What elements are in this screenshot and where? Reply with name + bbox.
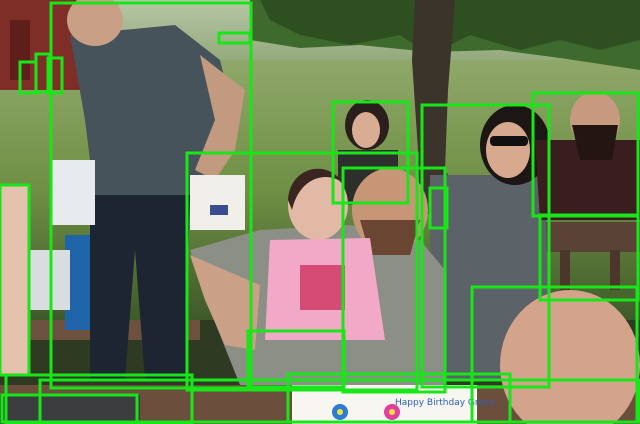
sunglasses	[490, 136, 528, 146]
woman-sunglasses-face	[486, 122, 530, 178]
bbox-distant-person	[46, 56, 64, 95]
bbox-table	[38, 378, 640, 424]
bbox-distant-person	[34, 52, 52, 94]
cake-flower-center	[389, 409, 395, 415]
bbox-picnic-table	[538, 213, 640, 302]
bbox-hand	[246, 329, 346, 389]
man-standing-arm	[195, 55, 245, 180]
picnic-table-top	[540, 222, 640, 252]
bbox-distant-car	[217, 31, 252, 45]
water-jug	[50, 160, 95, 225]
bbox-woman-sunglasses	[420, 103, 551, 389]
left-person-arm	[0, 185, 28, 375]
bbox-plaid-man	[185, 151, 419, 392]
plaid-man-beard	[360, 220, 420, 255]
cake-print-on-dress	[300, 265, 345, 310]
picnic-table-leg	[610, 250, 620, 290]
toddler-hair	[288, 168, 350, 210]
cardboard-box	[190, 175, 245, 230]
bald-head	[500, 290, 640, 424]
bearded-man-body	[535, 140, 640, 220]
man-standing-legs	[90, 195, 190, 380]
beard	[572, 125, 618, 160]
barn-door	[10, 20, 30, 80]
cake-flower-center	[337, 409, 343, 415]
white-cooler	[25, 250, 70, 310]
picnic-table-leg	[560, 250, 570, 290]
grill-tray	[0, 395, 140, 424]
bbox-bottle	[428, 186, 449, 230]
man-standing-torso	[70, 25, 235, 200]
bbox-standing-man	[49, 1, 253, 390]
cake-inscription: Happy Birthday Grace	[395, 398, 495, 408]
woman-back-face	[352, 112, 380, 148]
man-standing-head	[67, 0, 123, 46]
plaid-man-arm	[190, 255, 260, 350]
tree-trunk	[412, 0, 470, 215]
box-label	[210, 205, 228, 215]
bbox-toddler	[341, 166, 447, 394]
